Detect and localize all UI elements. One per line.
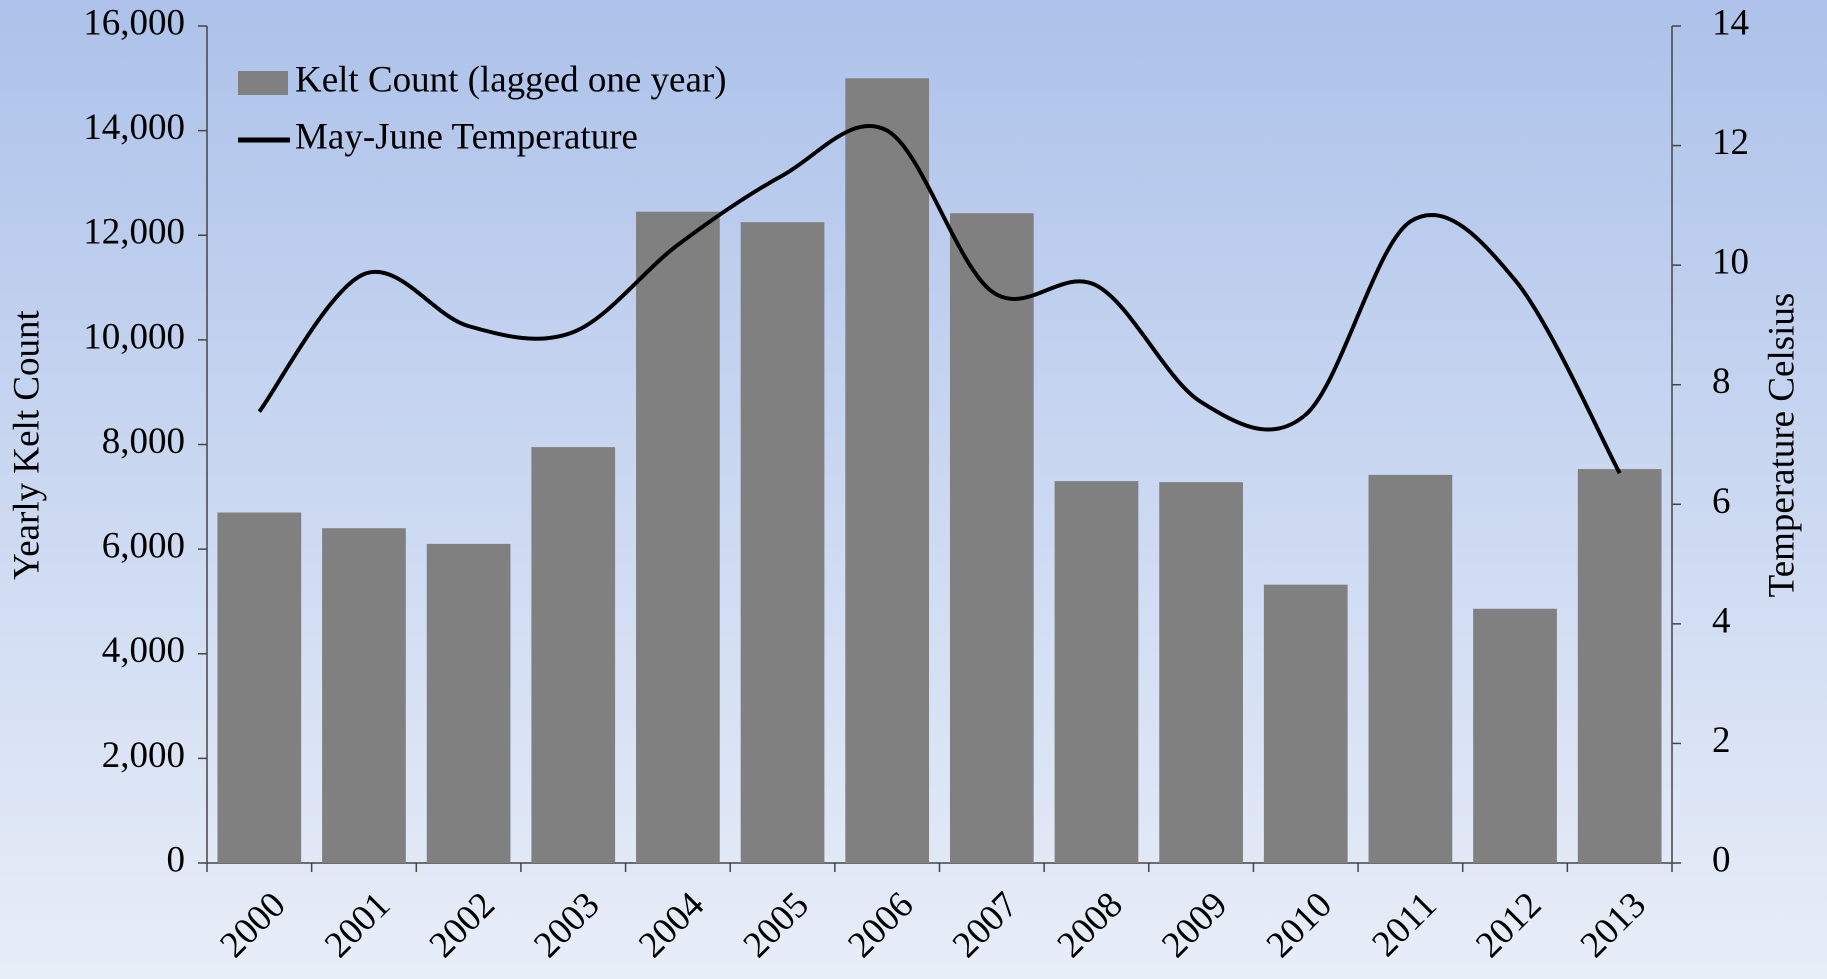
- y-tick-label: 2,000: [102, 735, 185, 776]
- y2-tick-label: 10: [1712, 242, 1749, 283]
- bar: [845, 78, 930, 863]
- y2-tick-label: 14: [1712, 2, 1749, 43]
- legend-label: Kelt Count (lagged one year): [295, 59, 727, 100]
- y-tick-label: 10,000: [83, 316, 185, 357]
- x-tick-label: 2007: [945, 884, 1026, 965]
- bar: [1473, 608, 1557, 863]
- y-tick-label: 6,000: [102, 526, 185, 567]
- bar: [740, 222, 825, 863]
- x-tick-label: 2003: [526, 884, 607, 965]
- x-tick-label: 2006: [840, 884, 921, 965]
- y-tick-label: 4,000: [102, 630, 185, 671]
- y-tick-label: 16,000: [83, 2, 185, 43]
- bar: [426, 543, 511, 863]
- y2-tick-label: 8: [1712, 361, 1731, 402]
- bar: [322, 528, 406, 863]
- x-tick-label: 2000: [212, 884, 293, 965]
- bar: [1368, 474, 1453, 863]
- legend-label: May-June Temperature: [295, 116, 638, 157]
- y-tick-label: 14,000: [83, 107, 185, 148]
- x-tick-label: 2009: [1154, 884, 1235, 965]
- y2-tick-label: 0: [1712, 839, 1731, 880]
- x-tick-label: 2005: [736, 884, 817, 965]
- y-tick-label: 0: [167, 839, 186, 880]
- bar: [217, 512, 302, 863]
- x-tick-label: 2011: [1364, 884, 1444, 964]
- y2-tick-label: 2: [1712, 720, 1731, 761]
- bar: [531, 447, 616, 863]
- y-tick-label: 8,000: [102, 421, 185, 462]
- y2-axis-label: Temperature Celsius: [1761, 293, 1802, 598]
- bar: [1263, 584, 1348, 863]
- bar: [949, 213, 1034, 863]
- y-tick-label: 12,000: [83, 212, 185, 253]
- bar: [1577, 469, 1662, 863]
- x-tick-label: 2001: [317, 884, 398, 965]
- line: [257, 123, 1622, 475]
- x-tick-label: 2013: [1573, 884, 1654, 965]
- y-axis-label: Yearly Kelt Count: [6, 309, 47, 579]
- x-tick-label: 2012: [1468, 884, 1549, 965]
- y2-tick-label: 6: [1712, 481, 1731, 522]
- x-tick-label: 2002: [422, 884, 503, 965]
- y2-tick-label: 4: [1712, 600, 1731, 641]
- x-tick-label: 2004: [631, 884, 712, 965]
- bar: [1159, 482, 1243, 863]
- bar: [636, 211, 720, 864]
- x-tick-label: 2008: [1050, 884, 1131, 965]
- y2-tick-label: 12: [1712, 122, 1749, 163]
- x-tick-label: 2010: [1259, 884, 1340, 965]
- legend-swatch: [238, 71, 288, 95]
- bar: [1054, 481, 1139, 863]
